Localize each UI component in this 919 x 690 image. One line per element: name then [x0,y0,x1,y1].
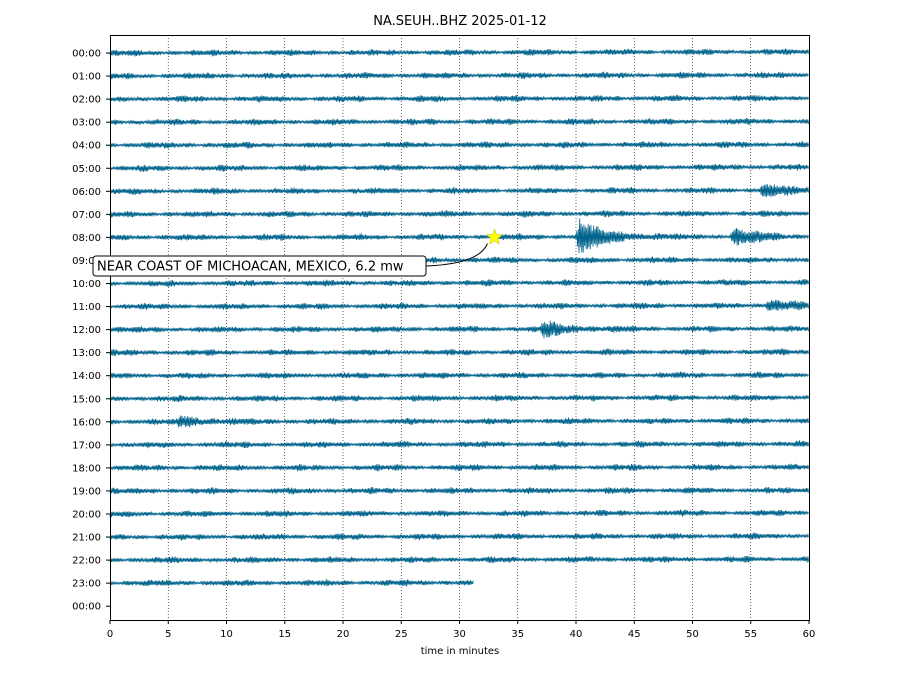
seismic-trace [109,299,809,311]
x-tick-label: 10 [220,629,233,640]
y-tick-label: 13:00 [72,348,101,359]
y-axis-ticks: 00:00 01:00 02:00 03:00 04:00 05:00 06:00 07:00… [72,49,110,613]
seismic-trace [109,440,809,449]
y-tick-label: 10:00 [72,279,101,290]
x-tick-label: 40 [570,629,583,640]
y-tick-label: 02:00 [72,95,101,106]
annotation-connector [425,243,488,267]
x-tick-label: 60 [803,629,816,640]
x-tick-label: 55 [744,629,757,640]
seismic-trace [109,509,809,518]
seismic-trace [109,48,809,57]
y-tick-label: 18:00 [72,463,101,474]
y-tick-label: 03:00 [72,118,101,129]
annotation-box [92,255,427,277]
seismic-trace [109,94,809,103]
y-tick-label: 22:00 [72,556,101,567]
event-annotations: NEAR COAST OF MICHOACAN, MEXICO, 6.2 mw [92,228,503,277]
seismic-trace [109,463,809,472]
y-tick-label: 04:00 [72,141,101,152]
y-tick-label: 16:00 [72,417,101,428]
y-tick-label: 09:00 [72,256,101,267]
y-tick-label: 11:00 [72,302,101,313]
seismic-trace [109,141,809,149]
y-tick-label: 20:00 [72,510,101,521]
y-tick-label: 21:00 [72,533,101,544]
event-label: NEAR COAST OF MICHOACAN, MEXICO, 6.2 mw [97,260,404,275]
y-tick-label: 06:00 [72,187,101,198]
x-tick-label: 5 [165,629,171,640]
seismic-trace [109,278,809,287]
seismic-traces [109,48,809,587]
y-tick-label: 01:00 [72,72,101,83]
event-star-marker [486,228,503,245]
x-tick-label: 45 [628,629,641,640]
seismic-trace [109,71,809,80]
y-tick-label: 14:00 [72,371,101,382]
chart-title: NA.SEUH..BHZ 2025-01-12 [373,14,547,29]
seismic-trace [109,486,809,495]
seismic-trace [109,415,809,428]
x-tick-label: 35 [511,629,524,640]
seismic-trace [109,579,474,587]
y-tick-label: 07:00 [72,210,101,221]
y-tick-label: 12:00 [72,325,101,336]
seismic-trace [109,371,809,379]
y-tick-label: 15:00 [72,394,101,405]
y-tick-label: 23:00 [72,579,101,590]
x-tick-label: 0 [107,629,113,640]
seismic-trace [109,210,809,218]
y-tick-label: 19:00 [72,486,101,497]
seismic-trace [109,117,809,126]
x-tick-label: 25 [395,629,408,640]
seismic-trace [109,218,809,254]
x-axis-label: time in minutes [421,646,500,657]
seismic-trace [109,532,809,541]
x-axis-ticks: 0 5 10 15 20 25 30 35 40 45 50 55 60 [107,620,816,640]
y-tick-label: 08:00 [72,233,101,244]
seismic-trace [109,555,809,564]
x-tick-label: 20 [337,629,350,640]
x-tick-label: 15 [278,629,291,640]
x-tick-label: 50 [686,629,699,640]
seismic-trace [109,394,809,403]
y-tick-label: 05:00 [72,164,101,175]
seismic-trace [109,320,809,339]
seismic-trace [109,163,809,172]
y-tick-label: 17:00 [72,440,101,451]
seismic-trace [109,348,809,357]
y-tick-label: 00:00 [72,602,101,613]
seismic-trace [109,184,809,197]
y-tick-label: 00:00 [72,49,101,60]
x-tick-label: 30 [453,629,466,640]
